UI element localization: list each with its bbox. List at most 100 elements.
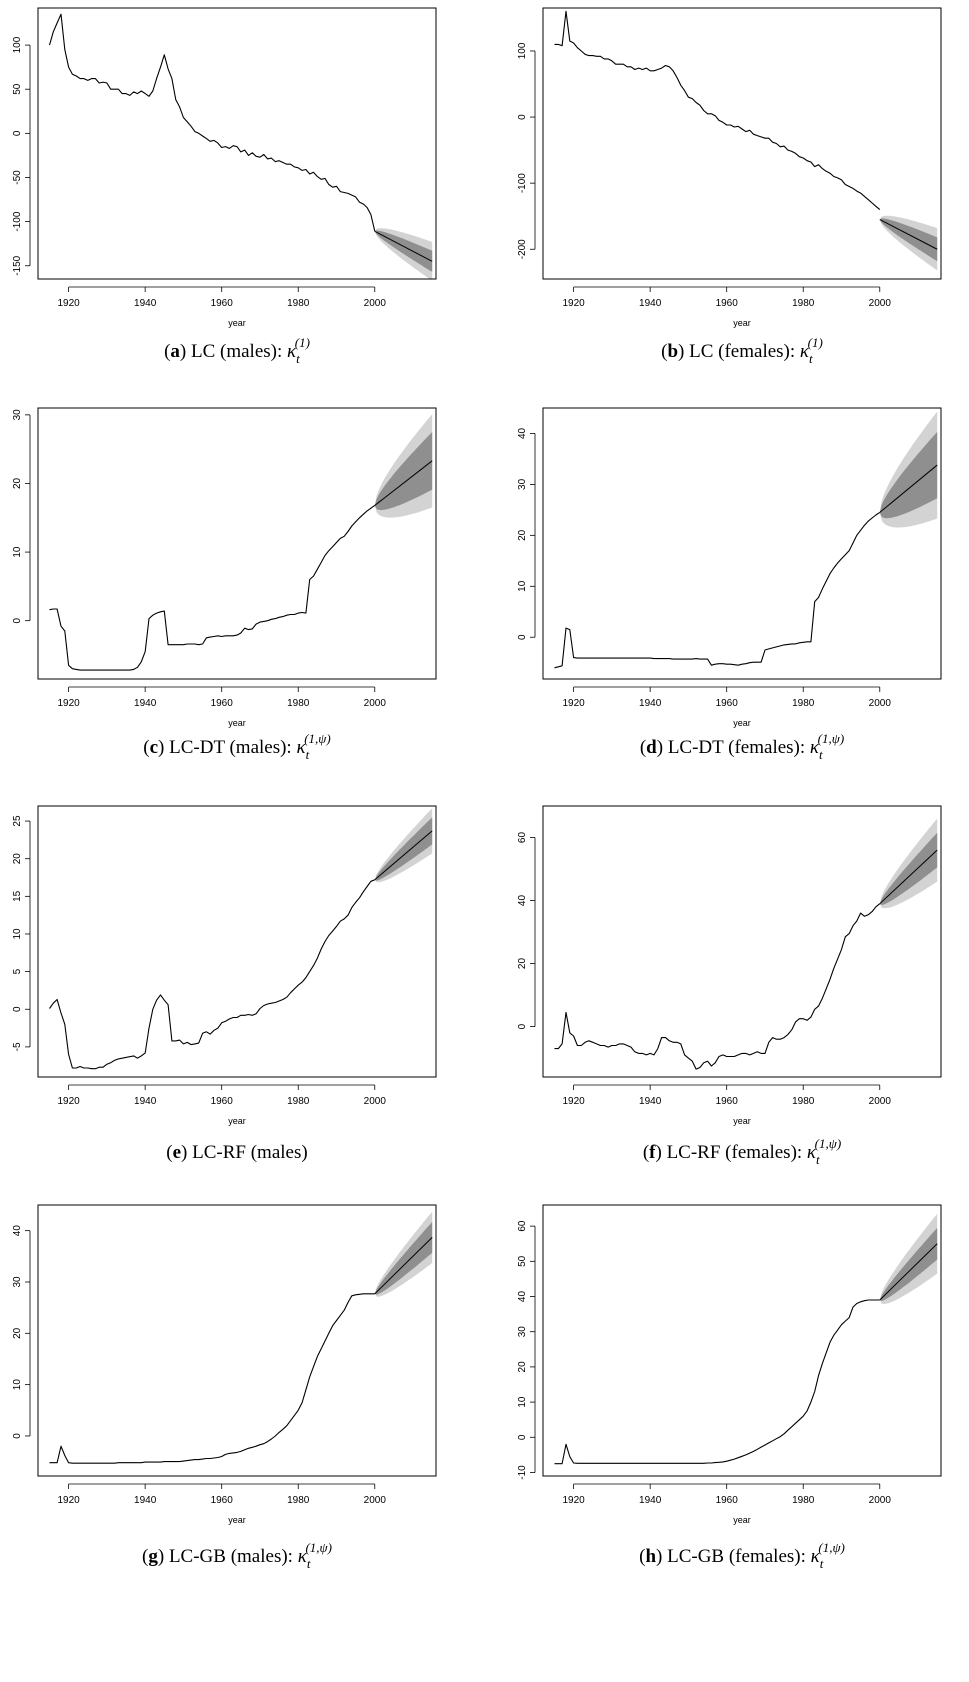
panel-c: 1920 1940 1960 1980 2000 year 0 10 20 30 (c) LC-DT… xyxy=(12,407,437,762)
x-tick-label: 1960 xyxy=(211,698,234,709)
forecast-central-line xyxy=(374,1236,433,1295)
x-tick-label: 1940 xyxy=(639,1495,662,1506)
x-tick-label: 1940 xyxy=(134,1495,157,1506)
plot-frame xyxy=(542,805,942,1078)
panel-d: 1920 1940 1960 1980 2000 year 0 10 20 30 40 (d) LC-… xyxy=(517,407,942,762)
panel-a: 1920 1940 1960 1980 2000 year -150 -100 -50 0 50 10… xyxy=(12,7,437,366)
x-tick-label: 1940 xyxy=(134,1096,157,1107)
x-tick-label: 1920 xyxy=(562,1495,585,1506)
x-tick-label: 2000 xyxy=(364,1495,387,1506)
caption-text: LC-GB (males): xyxy=(164,1546,298,1567)
y-tick-label: 5 xyxy=(12,968,23,974)
y-tick-label: 10 xyxy=(12,546,23,558)
y-tick-label: 50 xyxy=(12,83,23,95)
x-tick-label: 1940 xyxy=(639,298,662,309)
x-tick-label: 1980 xyxy=(287,698,310,709)
y-tick-label: 0 xyxy=(12,1433,23,1439)
caption-kappa: κ xyxy=(810,737,820,758)
x-tick-label: 1920 xyxy=(562,1096,585,1107)
x-tick-label: 1980 xyxy=(792,1495,815,1506)
caption-paren-close: ) xyxy=(655,1142,661,1163)
x-tick-label: 1960 xyxy=(716,698,739,709)
x-tick-label: 1960 xyxy=(716,298,739,309)
caption-paren-open: ( xyxy=(164,341,170,362)
caption-paren-open: ( xyxy=(640,737,646,758)
y-tick-label: -100 xyxy=(12,211,23,231)
plot-frame xyxy=(37,805,437,1078)
y-tick-label: -5 xyxy=(12,1042,23,1051)
series-line xyxy=(49,879,375,1070)
caption-superscript: (1) xyxy=(295,335,310,350)
y-tick-label: 0 xyxy=(12,1006,23,1012)
caption-text: LC-RF (females): xyxy=(662,1142,807,1163)
series-line xyxy=(554,511,881,669)
y-tick-label: -100 xyxy=(517,173,528,193)
caption-letter: g xyxy=(148,1546,158,1567)
y-tick-label: 0 xyxy=(12,617,23,623)
forecast-central-line xyxy=(374,830,433,881)
x-axis-title: year xyxy=(733,1515,751,1525)
x-axis-title: year xyxy=(733,718,751,728)
x-tick-label: 1940 xyxy=(134,698,157,709)
x-tick-label: 1920 xyxy=(562,298,585,309)
x-axis-title: year xyxy=(228,718,246,728)
y-tick-label: 0 xyxy=(12,130,23,136)
forecast-central-line xyxy=(374,230,433,262)
y-tick-label: 10 xyxy=(517,580,528,592)
x-tick-label: 1940 xyxy=(639,1096,662,1107)
forecast-inner-band xyxy=(879,218,938,262)
forecast-central-line xyxy=(879,219,938,250)
caption-subscript: t xyxy=(307,1556,311,1571)
y-tick-label: 20 xyxy=(12,477,23,489)
caption-paren-open: ( xyxy=(142,1546,148,1567)
x-tick-label: 1940 xyxy=(134,298,157,309)
caption-letter: b xyxy=(667,341,678,362)
caption-paren-close: ) xyxy=(181,1142,187,1163)
y-tick-label: 20 xyxy=(12,853,23,865)
caption-letter: f xyxy=(649,1142,656,1163)
x-tick-label: 2000 xyxy=(364,698,387,709)
panel-caption: (f) LC-RF (females): κt(1,ψ) xyxy=(643,1136,841,1167)
caption-kappa: κ xyxy=(287,341,297,362)
y-tick-label: 60 xyxy=(517,1220,528,1232)
caption-kappa: κ xyxy=(298,1546,308,1567)
y-tick-label: 40 xyxy=(517,427,528,439)
caption-paren-close: ) xyxy=(158,737,164,758)
y-tick-label: 0 xyxy=(517,1434,528,1440)
x-tick-label: 2000 xyxy=(869,1495,892,1506)
caption-paren-open: ( xyxy=(143,737,149,758)
y-tick-label: 30 xyxy=(12,409,23,421)
caption-kappa: κ xyxy=(296,737,306,758)
x-axis-title: year xyxy=(228,318,246,328)
x-tick-label: 2000 xyxy=(364,1096,387,1107)
caption-subscript: t xyxy=(820,1556,824,1571)
forecast-central-line xyxy=(879,464,938,513)
caption-paren-open: ( xyxy=(166,1142,172,1163)
plot-frame xyxy=(542,1204,942,1477)
x-tick-label: 1980 xyxy=(287,1495,310,1506)
x-tick-label: 2000 xyxy=(869,1096,892,1107)
y-tick-label: 100 xyxy=(12,36,23,53)
series-line xyxy=(49,1293,375,1464)
x-tick-label: 1960 xyxy=(211,1096,234,1107)
x-tick-label: 1960 xyxy=(211,1495,234,1506)
forecast-inner-band xyxy=(879,431,938,519)
x-tick-label: 1920 xyxy=(57,1096,80,1107)
forecast-central-line xyxy=(879,1243,938,1301)
y-tick-label: 20 xyxy=(12,1327,23,1339)
y-tick-label: 20 xyxy=(517,529,528,541)
x-tick-label: 1920 xyxy=(562,698,585,709)
forecast-central-line xyxy=(374,460,433,506)
panel-f: 1920 1940 1960 1980 2000 year 0 20 40 60 (f) LC-RF… xyxy=(517,805,942,1167)
y-tick-label: 20 xyxy=(517,958,528,970)
panel-e: 1920 1940 1960 1980 2000 year -5 0 5 10 15 20 25 (e) … xyxy=(12,805,437,1163)
caption-superscript: (1,ψ) xyxy=(818,731,844,746)
y-tick-label: 0 xyxy=(517,634,528,640)
caption-text: LC-GB (females): xyxy=(662,1546,810,1567)
x-axis-title: year xyxy=(228,1116,246,1126)
y-tick-label: 60 xyxy=(517,832,528,844)
y-tick-label: -200 xyxy=(517,239,528,259)
caption-paren-close: ) xyxy=(158,1546,164,1567)
x-tick-label: 2000 xyxy=(869,698,892,709)
caption-paren-open: ( xyxy=(661,341,667,362)
